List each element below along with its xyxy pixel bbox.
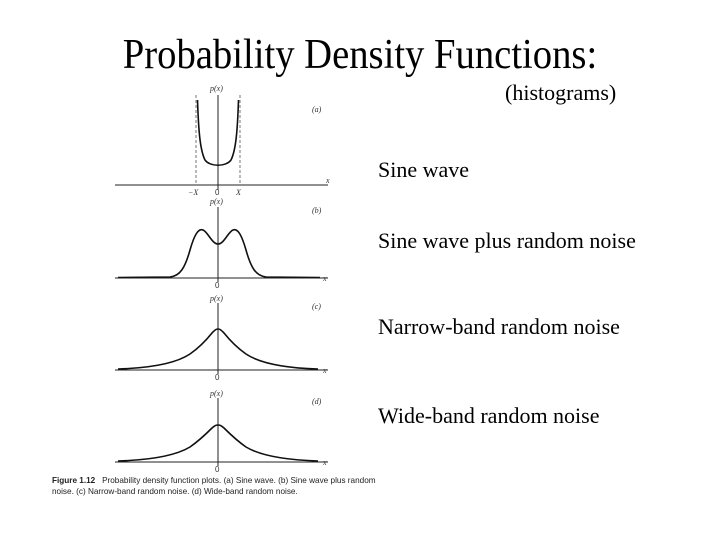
panel-c-tick-zero: 0 xyxy=(215,373,220,382)
panel-d-xlabel: x xyxy=(322,458,327,467)
panel-a-ylabel: p(x) xyxy=(209,84,223,93)
panel-d-letter: (d) xyxy=(312,397,322,406)
panel-b-tick-zero: 0 xyxy=(215,281,220,290)
slide-subtitle: (histograms) xyxy=(505,80,617,105)
panel-c-letter: (c) xyxy=(312,302,321,311)
panel-d-curve xyxy=(117,424,319,462)
panel-b-ylabel: p(x) xyxy=(209,197,223,206)
panel-d-ylabel: p(x) xyxy=(209,389,223,398)
panel-d-tick-zero: 0 xyxy=(215,465,220,474)
panel-b: p(x) (b) x 0 xyxy=(115,197,328,290)
panel-b-xlabel: x xyxy=(322,274,327,283)
panel-a: p(x) (a) x −X 0 X xyxy=(115,84,330,197)
panel-a-tick-zero: 0 xyxy=(215,188,220,197)
label-wide-band-noise: Wide-band random noise xyxy=(378,403,600,428)
panel-d: p(x) (d) x 0 xyxy=(115,389,328,474)
panel-a-tick-minus-x: −X xyxy=(188,188,199,197)
panel-c-curve xyxy=(117,328,319,370)
panel-a-curve xyxy=(196,99,240,167)
label-narrow-band-noise: Narrow-band random noise xyxy=(378,314,620,339)
label-sine-wave-plus-noise: Sine wave plus random noise xyxy=(378,228,636,253)
panel-a-xlabel: x xyxy=(325,176,330,185)
panel-c-ylabel: p(x) xyxy=(209,294,223,303)
panel-b-letter: (b) xyxy=(312,206,322,215)
figure-caption-text: Probability density function plots. (a) … xyxy=(52,476,376,496)
figure-caption: Figure 1.12 Probability density function… xyxy=(52,475,397,497)
panel-c-xlabel: x xyxy=(322,366,327,375)
panel-a-letter: (a) xyxy=(312,105,322,114)
label-sine-wave: Sine wave xyxy=(378,157,470,182)
panel-a-tick-x: X xyxy=(235,188,242,197)
panel-b-curve xyxy=(117,228,321,279)
figure-number: Figure 1.12 xyxy=(52,476,96,485)
panel-c: p(x) (c) x 0 xyxy=(115,294,328,382)
slide-title: Probability Density Functions: xyxy=(122,32,598,78)
